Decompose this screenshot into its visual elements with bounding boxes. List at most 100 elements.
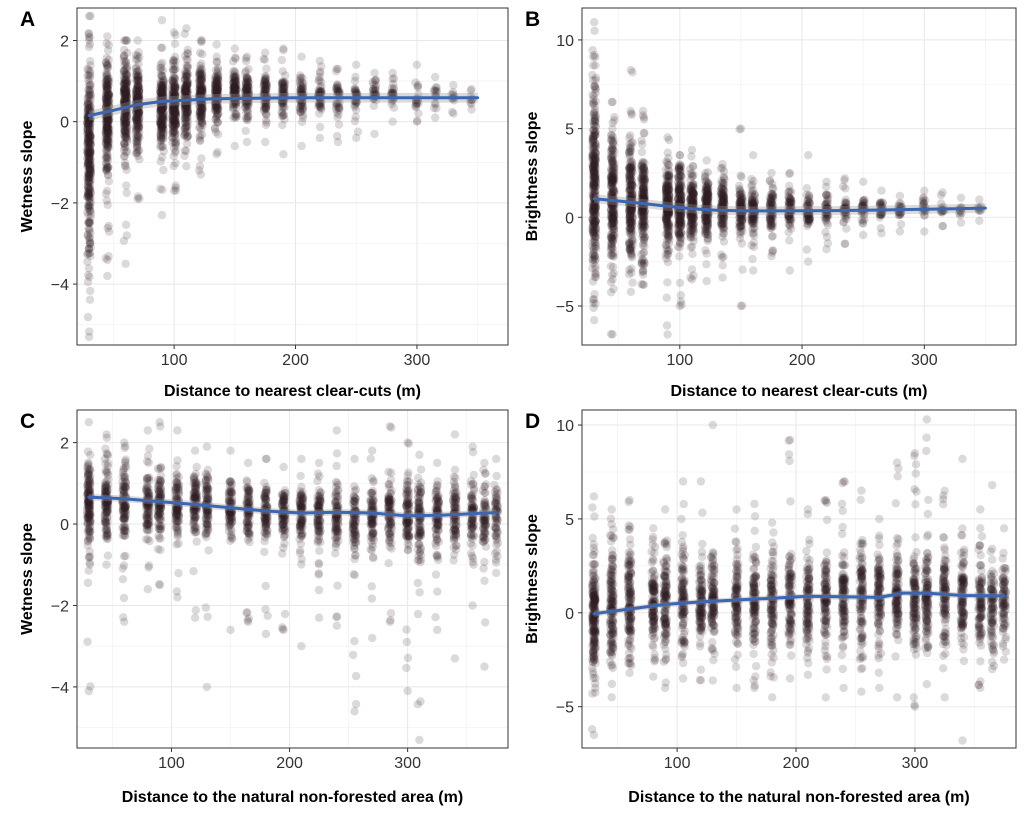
scatter-point bbox=[664, 230, 672, 238]
scatter-point bbox=[737, 302, 745, 310]
scatter-point bbox=[229, 70, 237, 78]
scatter-point bbox=[609, 263, 617, 271]
scatter-point bbox=[170, 138, 178, 146]
scatter-point bbox=[242, 127, 250, 135]
scatter-point bbox=[120, 94, 128, 102]
scatter-point bbox=[591, 102, 599, 110]
scatter-point bbox=[159, 85, 167, 93]
scatter-point bbox=[747, 191, 755, 199]
scatter-point bbox=[371, 77, 379, 85]
scatter-point bbox=[839, 182, 847, 190]
scatter-point bbox=[171, 40, 179, 48]
scatter-point bbox=[767, 252, 775, 260]
x-tick-label: 300 bbox=[404, 352, 431, 369]
scatter-point bbox=[688, 275, 696, 283]
scatter-point bbox=[702, 260, 710, 268]
scatter-point bbox=[590, 206, 598, 214]
scatter-point bbox=[316, 57, 324, 65]
scatter-point bbox=[170, 28, 178, 36]
scatter-point bbox=[640, 234, 648, 242]
scatter-point bbox=[689, 213, 697, 221]
scatter-point bbox=[719, 261, 727, 269]
scatter-point bbox=[243, 53, 251, 61]
scatter-point bbox=[196, 162, 204, 170]
scatter-point bbox=[664, 149, 672, 157]
scatter-point bbox=[197, 170, 205, 178]
scatter-point bbox=[822, 178, 830, 186]
scatter-point bbox=[86, 185, 94, 193]
scatter-point bbox=[334, 65, 342, 73]
scatter-point bbox=[316, 123, 324, 131]
scatter-point bbox=[86, 296, 94, 304]
scatter-point bbox=[85, 139, 93, 147]
scatter-point bbox=[627, 252, 635, 260]
scatter-point bbox=[688, 146, 696, 154]
scatter-point bbox=[432, 104, 440, 112]
scatter-point bbox=[158, 186, 166, 194]
scatter-point bbox=[768, 232, 776, 240]
scatter-point bbox=[735, 218, 743, 226]
scatter-point bbox=[639, 261, 647, 269]
scatter-point bbox=[591, 175, 599, 183]
scatter-point bbox=[627, 288, 635, 296]
scatter-point bbox=[182, 24, 190, 32]
scatter-point bbox=[231, 44, 239, 52]
scatter-point bbox=[803, 245, 811, 253]
scatter-point bbox=[841, 240, 849, 248]
scatter-point bbox=[214, 80, 222, 88]
scatter-point bbox=[591, 184, 599, 192]
scatter-point bbox=[84, 313, 92, 321]
scatter-point bbox=[86, 287, 94, 295]
scatter-point bbox=[625, 270, 633, 278]
scatter-point bbox=[703, 156, 711, 164]
scatter-point bbox=[609, 119, 617, 127]
scatter-point bbox=[86, 57, 94, 65]
scatter-point bbox=[170, 187, 178, 195]
scatter-point bbox=[261, 138, 269, 146]
scatter-point bbox=[411, 78, 419, 86]
scatter-point bbox=[262, 105, 270, 113]
scatter-point bbox=[86, 238, 94, 246]
scatter-point bbox=[103, 196, 111, 204]
scatter-point bbox=[736, 194, 744, 202]
scatter-point bbox=[737, 173, 745, 181]
scatter-point bbox=[785, 236, 793, 244]
scatter-point bbox=[370, 69, 378, 77]
scatter-point bbox=[231, 142, 239, 150]
scatter-point bbox=[676, 302, 684, 310]
scatter-point bbox=[590, 316, 598, 324]
scatter-point bbox=[701, 214, 709, 222]
scatter-point bbox=[171, 80, 179, 88]
scatter-point bbox=[676, 168, 684, 176]
scatter-point bbox=[85, 333, 93, 341]
scatter-point bbox=[413, 118, 421, 126]
scatter-points bbox=[588, 18, 985, 339]
scatter-point bbox=[85, 273, 93, 281]
scatter-point bbox=[105, 177, 113, 185]
scatter-point bbox=[591, 61, 599, 69]
scatter-point bbox=[804, 257, 812, 265]
scatter-point bbox=[102, 138, 110, 146]
scatter-point bbox=[676, 279, 684, 287]
scatter-point bbox=[786, 266, 794, 274]
scatter-point bbox=[719, 181, 727, 189]
scatter-point bbox=[135, 125, 143, 133]
scatter-point bbox=[158, 211, 166, 219]
scatter-point bbox=[703, 249, 711, 257]
scatter-point bbox=[821, 228, 829, 236]
scatter-point bbox=[663, 294, 671, 302]
scatter-point bbox=[688, 265, 696, 273]
scatter-point bbox=[211, 72, 219, 80]
scatter-point bbox=[738, 266, 746, 274]
scatter-point bbox=[104, 63, 112, 71]
scatter-point bbox=[123, 231, 131, 239]
scatter-point bbox=[590, 290, 598, 298]
scatter-point bbox=[590, 27, 598, 35]
scatter-point bbox=[182, 69, 190, 77]
scatter-point bbox=[784, 228, 792, 236]
scatter-points bbox=[83, 12, 477, 341]
scatter-point bbox=[665, 222, 673, 230]
